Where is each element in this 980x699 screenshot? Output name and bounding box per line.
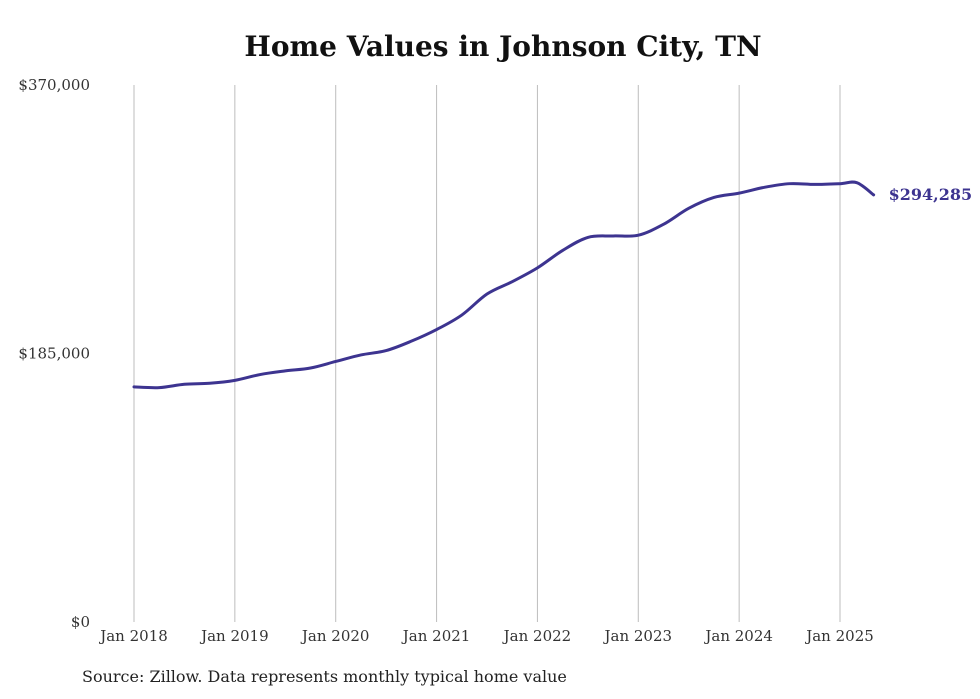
y-tick-label: $370,000: [18, 76, 90, 94]
x-tick-label: Jan 2020: [300, 627, 370, 645]
y-tick-label: $0: [71, 613, 90, 631]
x-tick-label: Jan 2023: [603, 627, 673, 645]
x-tick-label: Jan 2024: [703, 627, 773, 645]
series-layer: [132, 180, 876, 390]
x-tick-label: Jan 2019: [199, 627, 269, 645]
chart-title: Home Values in Johnson City, TN: [244, 30, 762, 63]
series-line: [132, 180, 876, 390]
gridlines: [133, 85, 841, 622]
x-axis: Jan 2018 Jan 2019 Jan 2020 Jan 2021 Jan 2022…: [98, 627, 874, 645]
y-axis: $0 $185,000 $370,000: [18, 76, 90, 631]
source-note: Source: Zillow. Data represents monthly …: [82, 667, 567, 686]
y-tick-label: $185,000: [18, 345, 90, 363]
x-tick-label: Jan 2018: [98, 627, 168, 645]
x-tick-label: Jan 2021: [401, 627, 471, 645]
x-tick-label: Jan 2025: [804, 627, 874, 645]
end-value-label: $294,285: [889, 185, 973, 204]
annotation-layer: $294,285: [889, 185, 973, 204]
x-tick-label: Jan 2022: [502, 627, 572, 645]
